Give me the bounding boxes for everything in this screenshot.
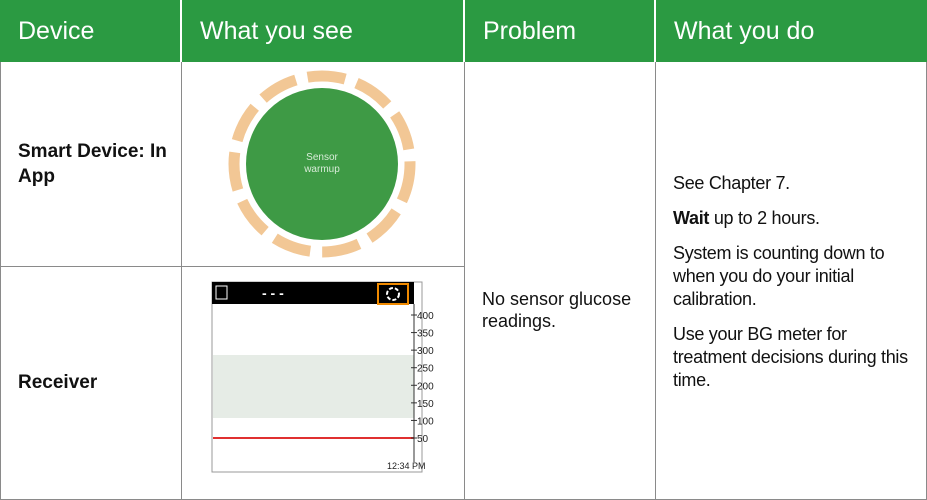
border [0, 62, 1, 500]
no-reading: - - - [262, 285, 284, 301]
scale-label: 100 [417, 416, 434, 427]
scale-label: 250 [417, 364, 434, 375]
action-text: Use your BG meter for treatment decision… [673, 324, 908, 390]
scale-label: 200 [417, 381, 434, 392]
scale-label: 350 [417, 329, 434, 340]
action: Use your BG meter for treatment decision… [673, 323, 918, 392]
receiver-screen: - - - 400 350 300 250 200 150 100 50 12:34 PM [211, 281, 434, 473]
header-cell: What you see [182, 0, 463, 62]
header-cell: Device [0, 0, 180, 62]
border [0, 266, 464, 267]
device: Smart Device: In App [18, 141, 167, 187]
warmup-label: Sensor warmup [303, 152, 340, 175]
battery-icon [215, 285, 228, 300]
header-cell: Problem [465, 0, 654, 62]
scale-label: 50 [417, 434, 429, 445]
border [464, 62, 465, 500]
warmup-line: Sensor [306, 152, 338, 163]
time-label: 12:34 PM [387, 461, 426, 471]
device: Receiver [18, 372, 98, 393]
warmup-circle [246, 88, 398, 240]
action-text: System is counting down to when you do y… [673, 243, 885, 309]
header-cell: What you do [656, 0, 927, 62]
target-range [213, 355, 414, 418]
highlight [377, 283, 409, 305]
action-text: See Chapter 7. [673, 173, 790, 193]
action: Wait up to 2 hours. [673, 207, 918, 230]
actions: See Chapter 7. Wait up to 2 hours. System … [673, 172, 918, 404]
border [655, 62, 656, 500]
problem: No sensor glucose readings. [482, 289, 632, 331]
action: System is counting down to when you do y… [673, 242, 918, 311]
scale-label: 400 [417, 311, 434, 322]
countdown-icon [386, 287, 400, 301]
action: See Chapter 7. [673, 172, 918, 195]
scale-label: 300 [417, 346, 434, 357]
warmup-ring [228, 70, 416, 258]
border [181, 62, 182, 500]
app-screen: Sensor warmup [228, 70, 416, 258]
action-emphasis: Wait [673, 208, 710, 228]
status-bar [212, 282, 414, 304]
scale-label: 150 [417, 399, 434, 410]
warmup-line: warmup [303, 164, 340, 175]
action-text: up to 2 hours. [713, 208, 820, 228]
